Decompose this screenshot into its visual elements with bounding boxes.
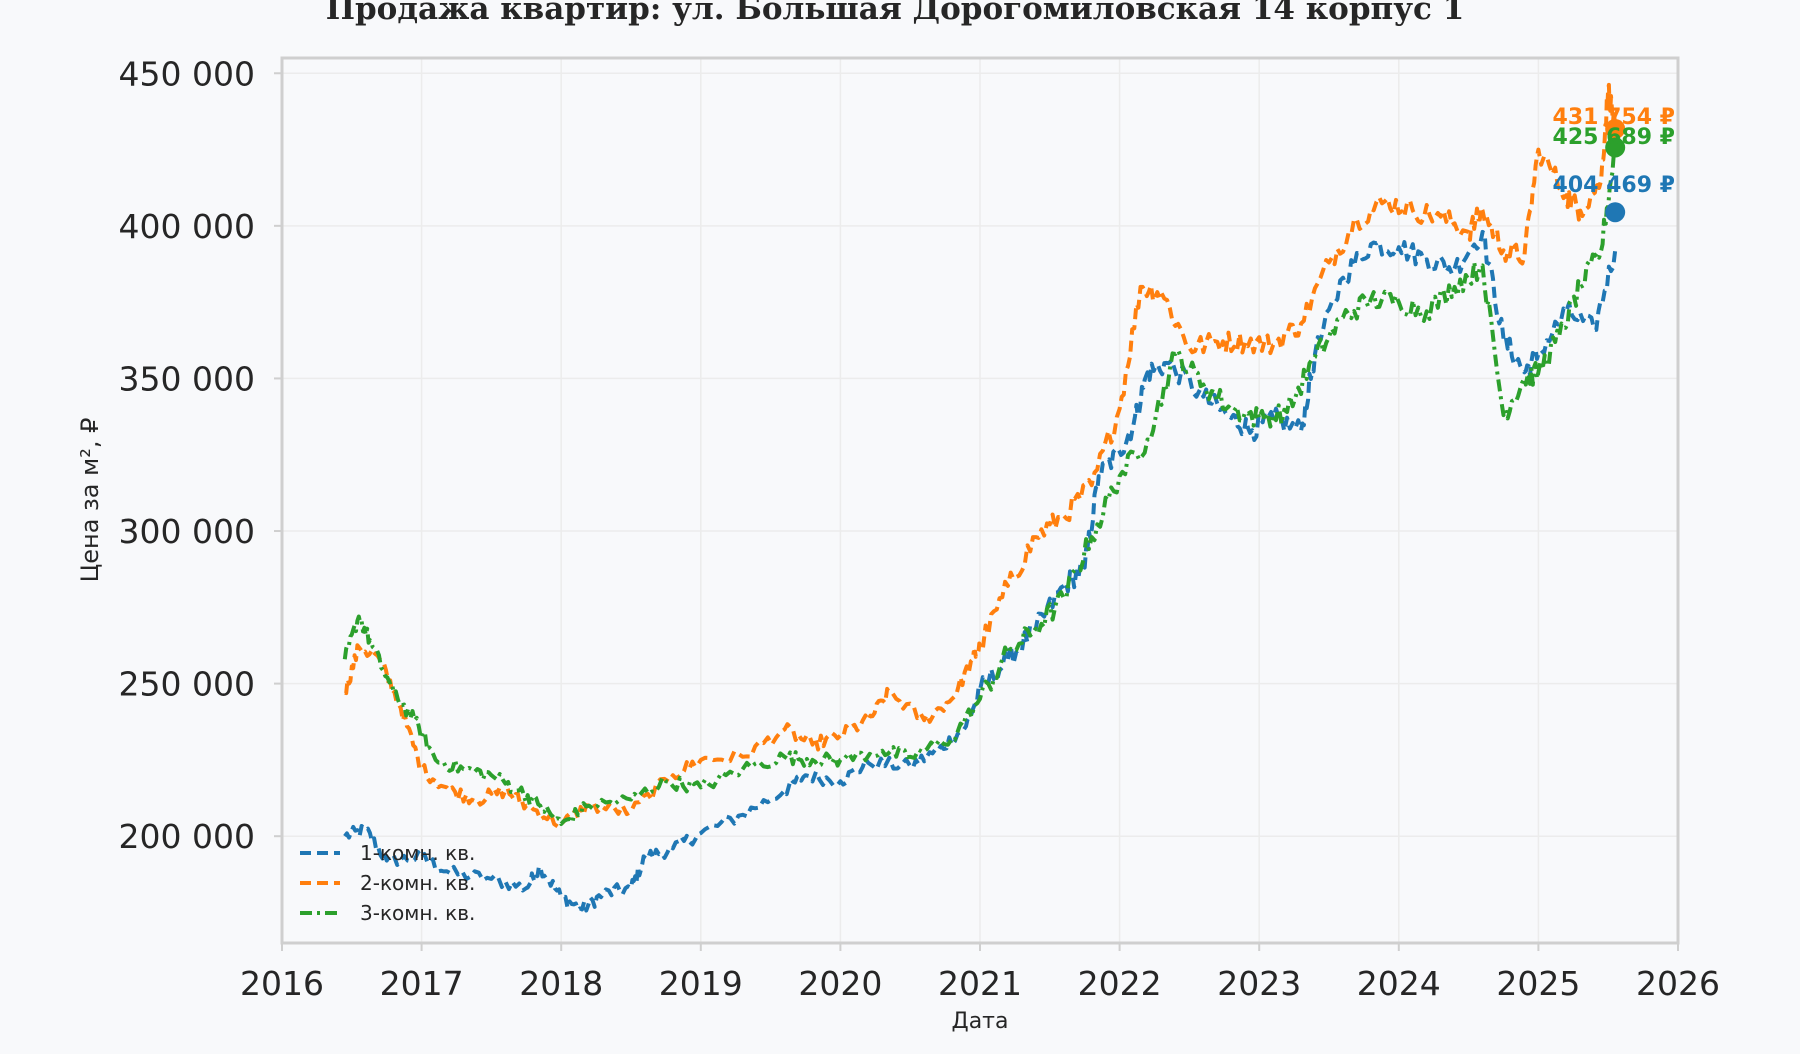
endpoint-marker (1605, 118, 1626, 139)
legend-label: 1-комн. кв. (360, 841, 475, 865)
endpoint-label: 431 754 ₽ (1553, 105, 1675, 130)
x-tick-label: 2025 (1496, 964, 1580, 1003)
endpoint-label: 425 689 ₽ (1553, 125, 1675, 150)
y-tick-label: 350 000 (119, 359, 255, 398)
x-tick-label: 2016 (240, 964, 324, 1003)
endpoint-label: 404 469 ₽ (1553, 173, 1675, 198)
x-tick-label: 2017 (380, 964, 464, 1003)
legend-item-1[interactable]: 1-комн. кв. (300, 841, 475, 865)
series-line-2 (344, 82, 1618, 829)
endpoint-markers: 404 469 ₽ 431 754 ₽425 689 ₽ (1553, 105, 1675, 223)
y-tick-label: 400 000 (119, 207, 255, 246)
y-tick-label: 250 000 (119, 665, 255, 704)
x-tick-label: 2024 (1357, 964, 1441, 1003)
chart-title: Продажа квартир: ул. Большая Дорогомилов… (326, 0, 1465, 27)
legend-item-3[interactable]: 3-комн. кв. (300, 901, 475, 925)
legend-item-2[interactable]: 2-комн. кв. (300, 871, 475, 895)
x-tick-label: 2018 (519, 964, 603, 1003)
x-axis-label: Дата (952, 1009, 1009, 1034)
series-layer (342, 82, 1618, 913)
x-tick-label: 2021 (938, 964, 1022, 1003)
series-line-3 (342, 146, 1618, 826)
y-tick-label: 200 000 (119, 817, 255, 856)
grid (282, 58, 1678, 943)
x-tick-label: 2019 (659, 964, 743, 1003)
legend[interactable]: 1-комн. кв. 2-комн. кв. 3-комн. кв. (300, 841, 475, 925)
y-axis-label: Цена за м², ₽ (76, 418, 104, 583)
x-tick-label: 2023 (1217, 964, 1301, 1003)
tick-labels: 2016 2017 2018 2019 2020 2021 2022 2023 2024 2025… (119, 54, 1720, 1003)
x-tick-label: 2022 (1078, 964, 1162, 1003)
x-tick-label: 2020 (798, 964, 882, 1003)
y-tick-label: 450 000 (119, 54, 255, 93)
legend-label: 2-комн. кв. (360, 871, 475, 895)
y-tick-label: 300 000 (119, 512, 255, 551)
legend-label: 3-комн. кв. (360, 901, 475, 925)
endpoint-marker (1605, 202, 1626, 223)
endpoint-marker (1605, 137, 1626, 158)
x-tick-label: 2026 (1636, 964, 1720, 1003)
